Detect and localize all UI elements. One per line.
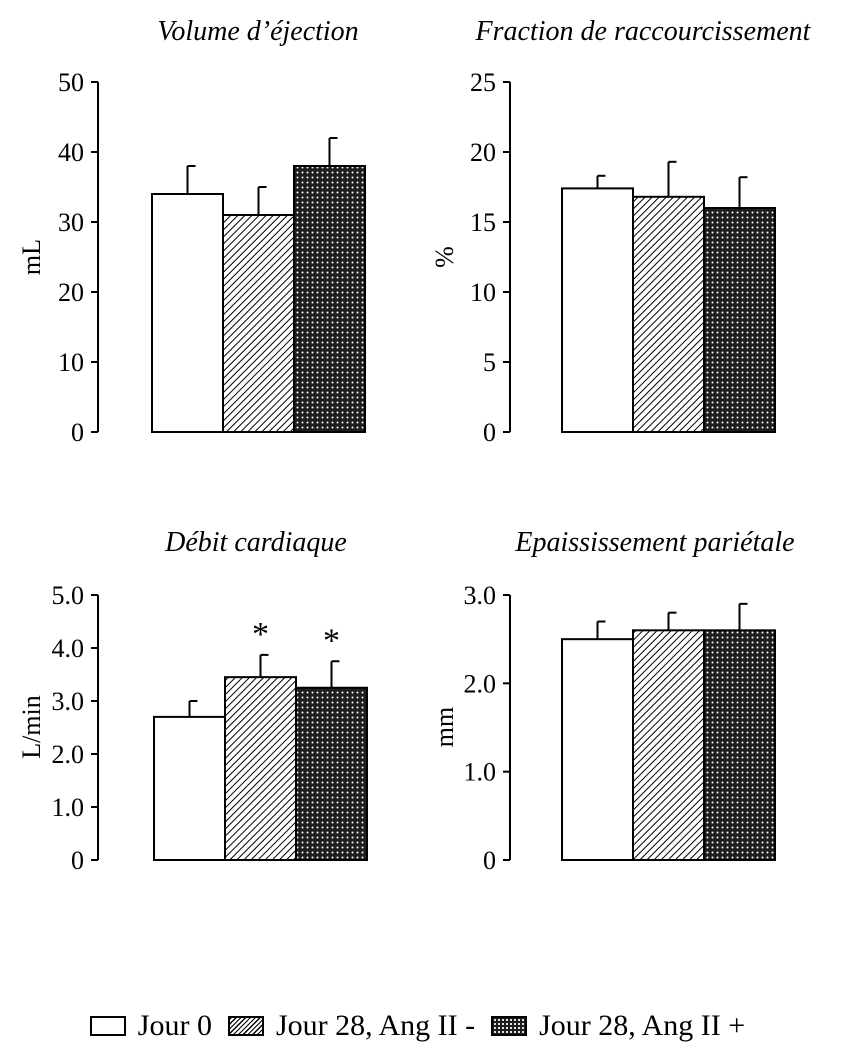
y-tick-label: 20: [58, 278, 84, 307]
legend-label: Jour 0: [137, 1009, 212, 1042]
chart-title: Epaississement pariétale: [514, 527, 794, 558]
legend-item-ang-ii-minus: Jour 28, Ang II -: [227, 1009, 476, 1043]
bar-ang-ii-minus: [222, 214, 295, 433]
chart-panel-epaississement-parietale: Epaississement pariétale mm 0 1.0 2.0 3.0: [430, 527, 795, 875]
y-axis-label: mL: [17, 239, 46, 275]
chart-panel-debit-cardiaque: Débit cardiaque L/min 0 1.0 2.0 3.0 4.0 5.0 * *: [17, 527, 368, 875]
legend-swatch-hatched: [227, 1016, 264, 1036]
chart-title: Volume d’éjection: [157, 16, 358, 47]
y-tick-label: 1.0: [52, 793, 85, 822]
bar-ang-ii-minus: [224, 676, 297, 862]
y-tick-label: 0: [483, 418, 496, 447]
y-tick-label: 0: [71, 846, 84, 875]
y-tick-label: 5: [483, 348, 496, 377]
y-tick-label: 2.0: [52, 740, 85, 769]
bar-ang-ii-plus: [295, 686, 368, 861]
bar-jour-0: [151, 193, 224, 433]
bar-ang-ii-minus: [632, 195, 705, 433]
bar-jour-0: [561, 187, 634, 433]
legend-item-jour-0: Jour 0: [89, 1009, 212, 1043]
bar-jour-0: [561, 638, 634, 862]
y-tick-label: 15: [470, 208, 496, 237]
y-axis-label: %: [430, 246, 459, 268]
legend-item-ang-ii-plus: Jour 28, Ang II +: [491, 1009, 745, 1043]
y-tick-label: 2.0: [464, 669, 497, 698]
legend-label: Jour 28, Ang II +: [539, 1009, 746, 1042]
y-tick-label: 20: [470, 138, 496, 167]
y-tick-label: 10: [58, 348, 84, 377]
legend-label: Jour 28, Ang II -: [275, 1009, 476, 1042]
y-tick-label: 5.0: [52, 581, 85, 610]
legend-swatch-white: [89, 1016, 126, 1036]
y-axis-label: mm: [430, 707, 459, 747]
bar-ang-ii-plus: [703, 207, 776, 433]
y-tick-label: 1.0: [464, 758, 497, 787]
chart-title: Débit cardiaque: [164, 527, 347, 558]
y-tick-label: 0: [71, 418, 84, 447]
significance-marker: *: [323, 622, 340, 659]
bar-jour-0: [153, 715, 226, 862]
bar-ang-ii-plus: [293, 165, 366, 433]
y-tick-label: 50: [58, 68, 84, 97]
chart-panel-volume-ejection: Volume d’éjection mL 0 10 20 30 40 50: [17, 16, 366, 447]
chart-title: Fraction de raccourcissement: [475, 16, 812, 47]
bar-ang-ii-plus: [703, 629, 776, 861]
y-tick-label: 10: [470, 278, 496, 307]
y-tick-label: 40: [58, 138, 84, 167]
chart-panel-fraction-raccourcissement: Fraction de raccourcissement% 0 5 10 15 20 25: [430, 16, 812, 447]
y-tick-label: 3.0: [52, 687, 85, 716]
y-axis-label: L/min: [17, 695, 46, 759]
y-tick-label: 25: [470, 68, 496, 97]
legend: Jour 0 Jour 28, Ang II - Jour 28, Ang II…: [0, 1006, 841, 1046]
bar-ang-ii-minus: [632, 629, 705, 861]
y-tick-label: 30: [58, 208, 84, 237]
legend-swatch-dotted: [491, 1016, 528, 1036]
significance-marker: *: [252, 616, 269, 653]
y-tick-label: 3.0: [464, 581, 497, 610]
y-tick-label: 4.0: [52, 634, 85, 663]
y-tick-label: 0: [483, 846, 496, 875]
